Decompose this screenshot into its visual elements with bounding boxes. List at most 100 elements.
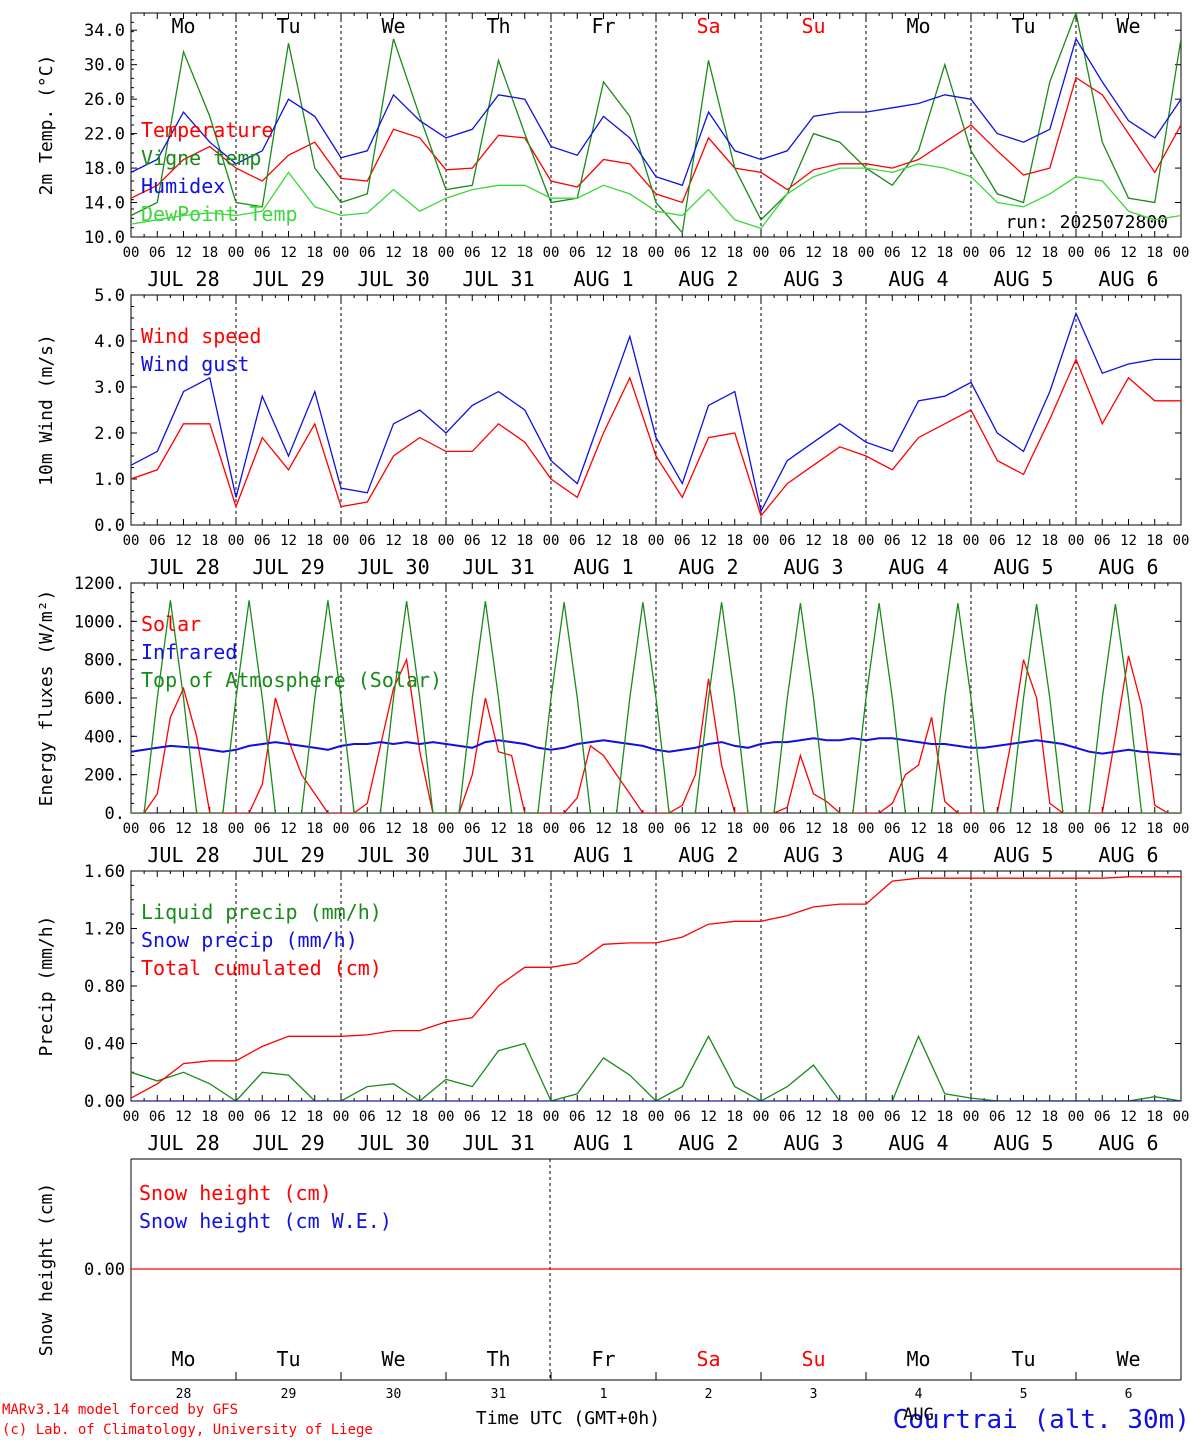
day-number-label: 28 [176,1387,192,1402]
hour-tick-label: 06 [1094,245,1111,261]
hour-tick-label: 12 [910,1109,927,1125]
hour-tick-label: 06 [359,1109,376,1125]
y-axis-title: Energy fluxes (W/m²) [36,590,57,807]
day-label: JUL 28 [147,1131,219,1155]
hour-tick-label: 00 [543,821,560,837]
hour-tick-label: 12 [1015,821,1032,837]
hour-tick-label: 00 [858,821,875,837]
hour-tick-label: 00 [753,821,770,837]
hour-tick-label: 18 [201,245,218,261]
hour-tick-label: 12 [910,533,927,549]
hour-tick-label: 12 [1015,245,1032,261]
hour-tick-label: 12 [1015,533,1032,549]
hour-tick-label: 12 [910,245,927,261]
hour-tick-label: 12 [490,1109,507,1125]
hour-tick-label: 18 [306,1109,323,1125]
day-label: AUG 2 [678,1131,738,1155]
hour-tick-label: 06 [884,1109,901,1125]
hour-tick-label: 12 [805,1109,822,1125]
hour-tick-label: 18 [621,245,638,261]
hour-tick-label: 00 [963,245,980,261]
hour-tick-label: 18 [1041,1109,1058,1125]
hour-tick-label: 12 [1120,1109,1137,1125]
hour-tick-label: 18 [831,533,848,549]
hour-tick-label: 00 [1173,533,1190,549]
hour-tick-label: 18 [1146,245,1163,261]
hour-tick-label: 12 [805,821,822,837]
hour-tick-label: 06 [884,533,901,549]
hour-tick-label: 06 [779,245,796,261]
hour-tick-label: 18 [411,821,428,837]
weekday-label: Th [486,1347,510,1371]
y-tick-label: 3.0 [94,378,125,398]
legend-entry: Liquid precip (mm/h) [141,900,382,924]
hour-tick-label: 12 [280,533,297,549]
weekday-label: Tu [1011,14,1035,38]
hour-tick-label: 12 [175,533,192,549]
hour-tick-label: 06 [359,821,376,837]
hour-tick-label: 00 [438,533,455,549]
hour-tick-label: 06 [464,245,481,261]
day-number-label: 29 [281,1387,297,1402]
weekday-label: We [381,14,405,38]
hour-tick-label: 12 [595,533,612,549]
hour-tick-label: 12 [1015,1109,1032,1125]
hour-tick-label: 00 [123,1109,140,1125]
y-tick-label: 22.0 [84,125,125,145]
series-line [131,737,1181,756]
hour-tick-label: 12 [595,245,612,261]
run-label: run: 2025072800 [1005,212,1168,233]
hour-tick-label: 00 [1068,533,1085,549]
day-number-label: 2 [705,1387,713,1402]
legend-entry: Wind speed [141,324,261,348]
day-number-label: 1 [600,1387,608,1402]
hour-tick-label: 12 [175,1109,192,1125]
hour-tick-label: 06 [359,245,376,261]
hour-tick-label: 12 [700,245,717,261]
hour-tick-label: 00 [333,1109,350,1125]
hour-tick-label: 00 [123,245,140,261]
hour-tick-label: 18 [411,1109,428,1125]
hour-tick-label: 00 [228,1109,245,1125]
day-label: AUG 3 [783,555,843,579]
hour-tick-label: 06 [884,821,901,837]
day-label: AUG 2 [678,555,738,579]
y-tick-label: 5.0 [94,286,125,306]
hour-tick-label: 12 [805,245,822,261]
hour-tick-label: 12 [385,533,402,549]
day-label: JUL 28 [147,555,219,579]
hour-tick-label: 06 [989,533,1006,549]
hour-tick-label: 18 [411,245,428,261]
day-label: JUL 30 [357,555,429,579]
day-label: JUL 28 [147,843,219,867]
weekday-label: Tu [1011,1347,1035,1371]
hour-tick-label: 00 [1068,821,1085,837]
series-line [131,357,1181,518]
hour-tick-label: 06 [674,533,691,549]
y-tick-label: 0.00 [84,1260,125,1280]
y-tick-label: 0. [105,804,125,824]
hour-tick-label: 18 [516,1109,533,1125]
hour-tick-label: 06 [254,1109,271,1125]
hour-tick-label: 00 [123,821,140,837]
hour-tick-label: 00 [1173,821,1190,837]
hour-tick-label: 06 [674,1109,691,1125]
hour-tick-label: 18 [1146,1109,1163,1125]
day-label: JUL 29 [252,267,324,291]
series-line [131,600,1181,813]
day-label: AUG 1 [573,267,633,291]
y-tick-label: 1.60 [84,862,125,882]
weekday-label: Fr [591,14,615,38]
y-tick-label: 34.0 [84,21,125,41]
day-label: AUG 6 [1098,555,1158,579]
hour-tick-label: 00 [438,1109,455,1125]
x-axis-title: Time UTC (GMT+0h) [476,1408,660,1429]
hour-tick-label: 18 [201,1109,218,1125]
hour-tick-label: 00 [543,1109,560,1125]
hour-tick-label: 00 [648,245,665,261]
hour-tick-label: 06 [1094,821,1111,837]
hour-tick-label: 00 [333,821,350,837]
hour-tick-label: 00 [1173,245,1190,261]
weekday-label: We [1116,1347,1140,1371]
hour-tick-label: 06 [359,533,376,549]
